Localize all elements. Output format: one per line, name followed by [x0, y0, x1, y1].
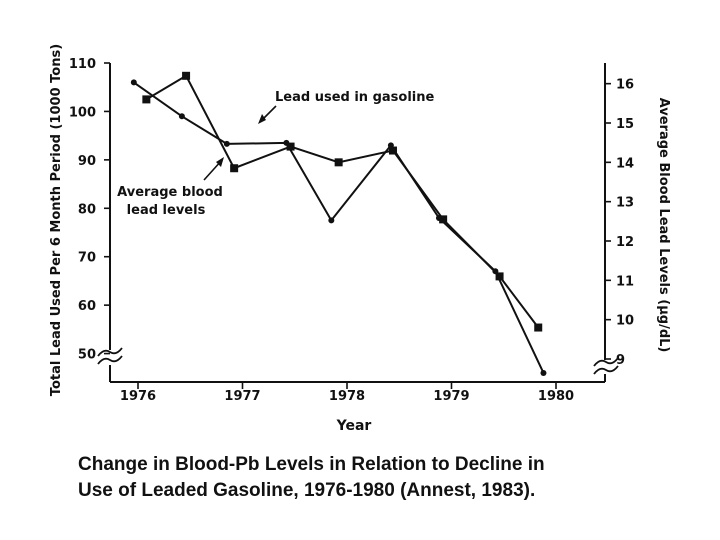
annotation-arrowhead-blood-lead — [216, 157, 224, 167]
y-right-tick-label: 9 — [616, 353, 625, 368]
caption-line-1: Change in Blood-Pb Levels in Relation to… — [78, 454, 545, 475]
y-right-tick-label: 14 — [616, 156, 634, 171]
y-left-tick-label: 100 — [69, 105, 96, 120]
x-tick-label: 1979 — [433, 389, 469, 404]
y-right-tick-label: 15 — [616, 117, 634, 132]
x-tick-label: 1977 — [224, 389, 260, 404]
annotation-lead-gasoline: Lead used in gasoline — [275, 90, 434, 105]
chart: 1976 1977 1978 1979 1980 50 60 70 80 90 100 110 9 1… — [49, 44, 671, 434]
y-right-tick-label: 11 — [616, 274, 634, 289]
y-left-tick-label: 70 — [78, 251, 96, 266]
right-axis-title: Average Blood Lead Levels (µg/dL) — [656, 98, 671, 353]
blood-lead-point — [439, 215, 448, 224]
blood-lead-point — [286, 142, 295, 151]
series-line-lead-gasoline — [133, 81, 545, 374]
blood-lead-point — [182, 71, 191, 80]
lead-gasoline-point — [130, 79, 137, 86]
x-tick-label: 1976 — [120, 389, 156, 404]
annotation-blood-lead-line1: Average blood — [117, 185, 223, 200]
y-left-tick-label: 60 — [78, 299, 96, 314]
y-left-tick-label: 50 — [78, 348, 96, 363]
left-axis-break — [97, 347, 123, 365]
blood-lead-point — [534, 323, 543, 332]
figure-caption: Change in Blood-Pb Levels in Relation to… — [78, 452, 678, 504]
annotation-blood-lead-line2: lead levels — [127, 203, 206, 218]
blood-lead-point — [388, 146, 397, 155]
y-left-tick-label: 80 — [78, 202, 96, 217]
series-line-blood-lead — [145, 74, 539, 329]
x-tick-label: 1978 — [329, 389, 365, 404]
caption-line-2: Use of Leaded Gasoline, 1976-1980 (Annes… — [78, 480, 536, 501]
blood-lead-point — [334, 158, 343, 167]
y-left-tick-label: 90 — [78, 154, 96, 169]
blood-lead-point — [230, 164, 239, 173]
right-axis-break — [593, 357, 619, 375]
y-right-tick-label: 10 — [616, 314, 634, 329]
lead-gasoline-point — [223, 140, 230, 147]
y-right-tick-label: 12 — [616, 235, 634, 250]
y-left-tick-label: 110 — [69, 57, 96, 72]
lead-gasoline-point — [328, 217, 335, 224]
blood-lead-point — [495, 272, 504, 281]
blood-lead-point — [142, 95, 151, 104]
x-tick-label: 1980 — [538, 389, 574, 404]
lead-gasoline-point — [178, 113, 185, 120]
left-axis-title: Total Lead Used Per 6 Month Period (1000… — [49, 44, 64, 396]
y-right-tick-label: 13 — [616, 196, 634, 211]
lead-gasoline-point — [540, 369, 547, 376]
annotation-arrowhead-lead-gasoline — [258, 114, 266, 124]
x-axis-title: Year — [336, 418, 372, 434]
y-right-tick-label: 16 — [616, 78, 634, 93]
